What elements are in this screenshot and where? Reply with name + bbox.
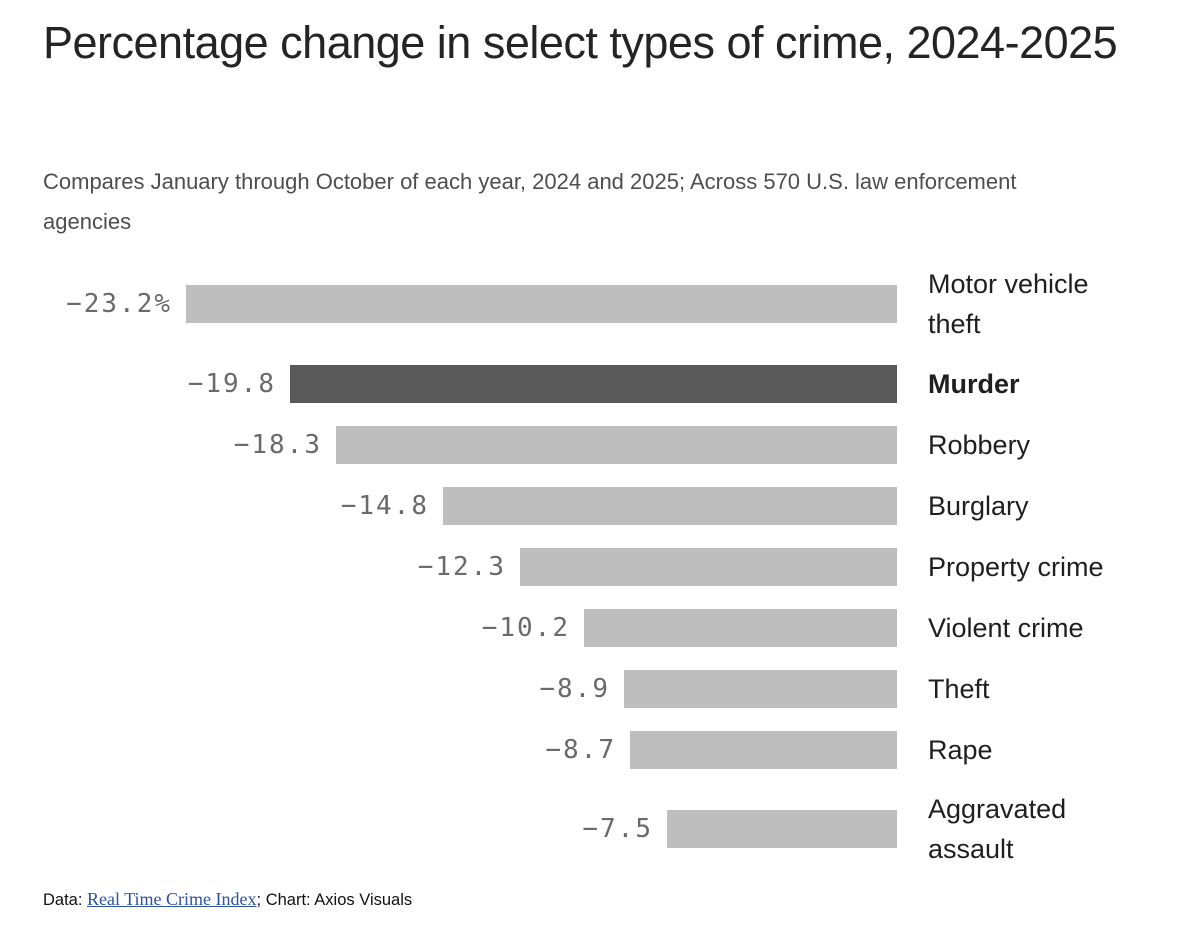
bar-value-label: −19.8: [187, 368, 276, 399]
bar-value-label: −8.7: [545, 734, 616, 765]
bar-segment: [624, 669, 897, 708]
bar-category-label: Violent crime: [928, 612, 1084, 643]
bar-category-label: Burglary: [928, 490, 1029, 521]
bar-category-label: Property crime: [928, 551, 1104, 582]
bar-row: −19.8 Murder: [0, 353, 1200, 414]
bar-row: −23.2% Motor vehicle theft: [0, 255, 1200, 353]
bar-segment: [336, 425, 897, 464]
bar-category-label: Theft: [928, 673, 990, 704]
bar-segment: [443, 486, 897, 525]
bar-value-label: −18.3: [233, 429, 322, 460]
bar-segment: [667, 810, 897, 848]
source-note: Data: Real Time Crime Index; Chart: Axio…: [43, 889, 412, 910]
bar-row: −10.2 Violent crime: [0, 597, 1200, 658]
bar-category-label: Murder: [928, 368, 1020, 399]
source-link[interactable]: Real Time Crime Index: [87, 889, 257, 909]
bar-value-label: −12.3: [417, 551, 506, 582]
bar-segment: [290, 364, 897, 403]
chart-subtitle: Compares January through October of each…: [43, 169, 1017, 234]
bar-row: −7.5 Aggravated assault: [0, 780, 1200, 878]
bar-row: −8.7 Rape: [0, 719, 1200, 780]
bar-value-label: −14.8: [340, 490, 429, 521]
bar-row: −14.8 Burglary: [0, 475, 1200, 536]
bar-value-label: −7.5: [582, 814, 653, 844]
bar-row: −12.3 Property crime: [0, 536, 1200, 597]
bar-category-label: Motor vehicle theft: [928, 269, 1089, 339]
chart-title: Percentage change in select types of cri…: [43, 17, 1118, 68]
bar-value-label: −10.2: [481, 612, 570, 643]
bar-segment: [186, 285, 897, 323]
bar-row: −18.3 Robbery: [0, 414, 1200, 475]
bar-category-label: Robbery: [928, 429, 1031, 460]
source-note-prefix: Data:: [43, 891, 88, 909]
bar-category-label: Aggravated assault: [928, 794, 1067, 864]
source-note-suffix: ; Chart: Axios Visuals: [256, 891, 413, 909]
bar-value-label: −23.2%: [66, 289, 172, 319]
bar-segment: [520, 547, 897, 586]
bar-row: −8.9 Theft: [0, 658, 1200, 719]
bar-segment: [584, 608, 897, 647]
bar-value-label: −8.9: [539, 673, 610, 704]
bar-segment: [630, 730, 897, 769]
bar-category-label: Rape: [928, 734, 993, 765]
bar-chart: −23.2% Motor vehicle theft −19.8 Murder −18.…: [0, 255, 1200, 878]
